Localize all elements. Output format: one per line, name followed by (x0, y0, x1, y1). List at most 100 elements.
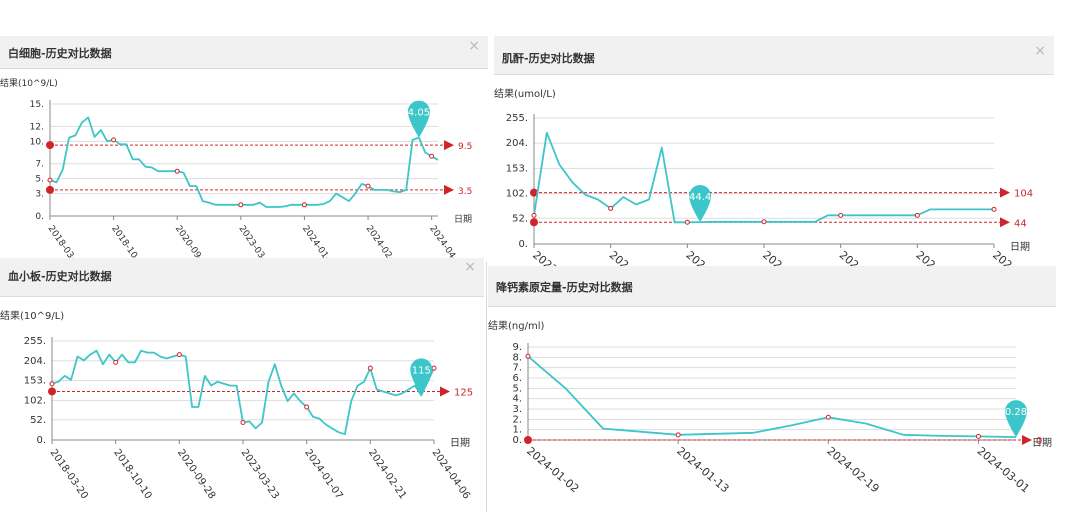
value-pin-label: 0.28 (1005, 407, 1027, 418)
x-tick-label: 2018-03-20 (48, 447, 90, 501)
crea-panel-title: 肌酐-历史对比数据 (502, 52, 595, 65)
y-tick-label: 4. (512, 394, 522, 405)
y-tick-label: 204. (506, 138, 528, 149)
y-tick-label: 52. (512, 213, 528, 224)
y-axis-label: 结果(10^9/L) (0, 309, 64, 322)
y-tick-label: 5. (35, 175, 44, 185)
y-tick-label: 15. (30, 100, 44, 110)
data-point (304, 404, 310, 410)
x-tick-label: 2024-03-01 (975, 444, 1032, 495)
y-tick-label: 204. (24, 356, 46, 367)
x-tick-label: 2024-02-21 (366, 447, 408, 501)
value-pin-label: 4.05 (408, 108, 430, 119)
y-tick-label: 0. (36, 435, 46, 446)
close-icon[interactable]: × (1034, 43, 1046, 59)
x-tick-label: 2020-09-28 (175, 447, 217, 501)
crea-chart: 结果(umol/L)0.52.102.153.204.255.日期2023-03… (494, 87, 1047, 299)
data-point (525, 353, 531, 359)
value-pin-icon (1005, 400, 1027, 438)
pct-chart: 结果(ng/ml) 0.1.2.3.4.5.6.7.8.9. 日期 2024-01-0… (488, 319, 1052, 495)
series-line (533, 131, 994, 224)
y-tick-label: 7. (512, 363, 522, 374)
y-tick-label: 0. (518, 239, 528, 250)
reference-arrow-icon (444, 184, 454, 195)
data-point (975, 433, 981, 439)
reference-line-label: 104 (1014, 189, 1033, 200)
y-axis-label: 结果(ng/ml) (488, 319, 544, 332)
y-tick-label: 6. (512, 373, 522, 384)
crea-panel-header: 肌酐-历史对比数据 × (494, 36, 1054, 75)
x-axis-label: 日期 (1032, 437, 1052, 449)
y-axis-label: 结果(umol/L) (494, 87, 556, 100)
reference-line-start-dot (530, 188, 538, 197)
data-point (838, 212, 844, 218)
data-point (825, 414, 831, 420)
y-tick-label: 7. (35, 160, 44, 170)
value-pin-label: 44.4 (689, 192, 711, 203)
y-tick-label: 3. (512, 404, 522, 415)
y-tick-label: 3. (35, 190, 44, 200)
wbc-panel: 白细胞-历史对比数据 × 结果(10^9/L) 0. 3. 5. 7. 10. 12. 15.… (0, 36, 488, 273)
y-tick-label: 102. (24, 395, 46, 406)
reference-line-label: 9.5 (458, 142, 472, 152)
wbc-panel-title: 白细胞-历史对比数据 (8, 47, 112, 60)
reference-arrow-icon (444, 140, 454, 151)
data-point (761, 219, 767, 225)
reference-line-label: 125 (454, 387, 473, 398)
plt-chart: 结果(10^9/L) 0. 52. 102. 153. 204. 255. 日期 2018-03… (0, 309, 473, 501)
x-axis-label: 日期 (454, 214, 472, 225)
wbc-panel-header: 白细胞-历史对比数据 × (0, 36, 488, 69)
y-tick-label: 2. (512, 414, 522, 425)
x-tick-label: 2024-02-19 (824, 444, 881, 495)
value-pin-icon (407, 100, 430, 138)
plt-panel-header: 血小板-历史对比数据 × (0, 258, 484, 297)
data-point (429, 153, 435, 159)
data-point (174, 168, 180, 174)
y-tick-label: 255. (24, 336, 46, 347)
y-tick-label: 5. (512, 383, 522, 394)
data-point (113, 359, 119, 365)
y-tick-label: 9. (512, 342, 522, 353)
reference-line-start-dot (48, 387, 56, 396)
y-tick-label: 12. (30, 122, 44, 132)
reference-arrow-icon (1000, 187, 1010, 198)
data-point (675, 432, 681, 438)
close-icon[interactable]: × (464, 259, 476, 275)
close-icon[interactable]: × (468, 38, 480, 54)
data-point (531, 212, 537, 218)
reference-arrow-icon (1022, 435, 1032, 445)
reference-line-label: 3.5 (458, 187, 472, 197)
pct-panel: 降钙素原定量-历史对比数据 结果(ng/ml) 0. 1. 2. 3. 4. 5. 6. 7. 8… (488, 266, 1056, 518)
data-point (684, 219, 690, 225)
data-point (991, 206, 997, 212)
reference-line-start-dot (524, 436, 532, 444)
y-tick-label: 0. (512, 435, 522, 446)
reference-line-label: 0 (1036, 436, 1042, 447)
y-axis-label: 结果(10^9/L) (0, 77, 58, 89)
data-point (301, 202, 307, 208)
data-point (431, 365, 437, 371)
x-tick-label: 2018-10-10 (111, 447, 153, 501)
data-point (49, 381, 55, 387)
data-point (914, 212, 920, 218)
y-tick-label: 1. (512, 425, 522, 436)
value-pin-icon (410, 358, 433, 396)
vertical-divider (486, 262, 487, 512)
plt-panel: 血小板-历史对比数据 × 结果(10^9/L) 0. 52. 102. 153. 204.… (0, 258, 484, 518)
pct-panel-title: 降钙素原定量-历史对比数据 (496, 281, 633, 294)
data-point (608, 205, 614, 211)
x-axis-label: 日期 (1010, 241, 1030, 253)
value-pin-label: 115 (412, 365, 431, 376)
y-tick-label: 255. (506, 113, 528, 124)
reference-arrow-icon (1000, 217, 1010, 228)
y-tick-label: 0. (35, 212, 44, 222)
x-tick-label: 2024-01-07 (302, 447, 344, 501)
x-tick-label: 2024-01-13 (674, 444, 731, 495)
reference-line-start-dot (530, 218, 538, 227)
data-point (238, 202, 244, 208)
data-point (176, 352, 182, 358)
y-tick-label: 153. (24, 376, 46, 387)
reference-arrow-icon (440, 386, 450, 397)
x-tick-label: 2023-03-23 (239, 447, 281, 501)
